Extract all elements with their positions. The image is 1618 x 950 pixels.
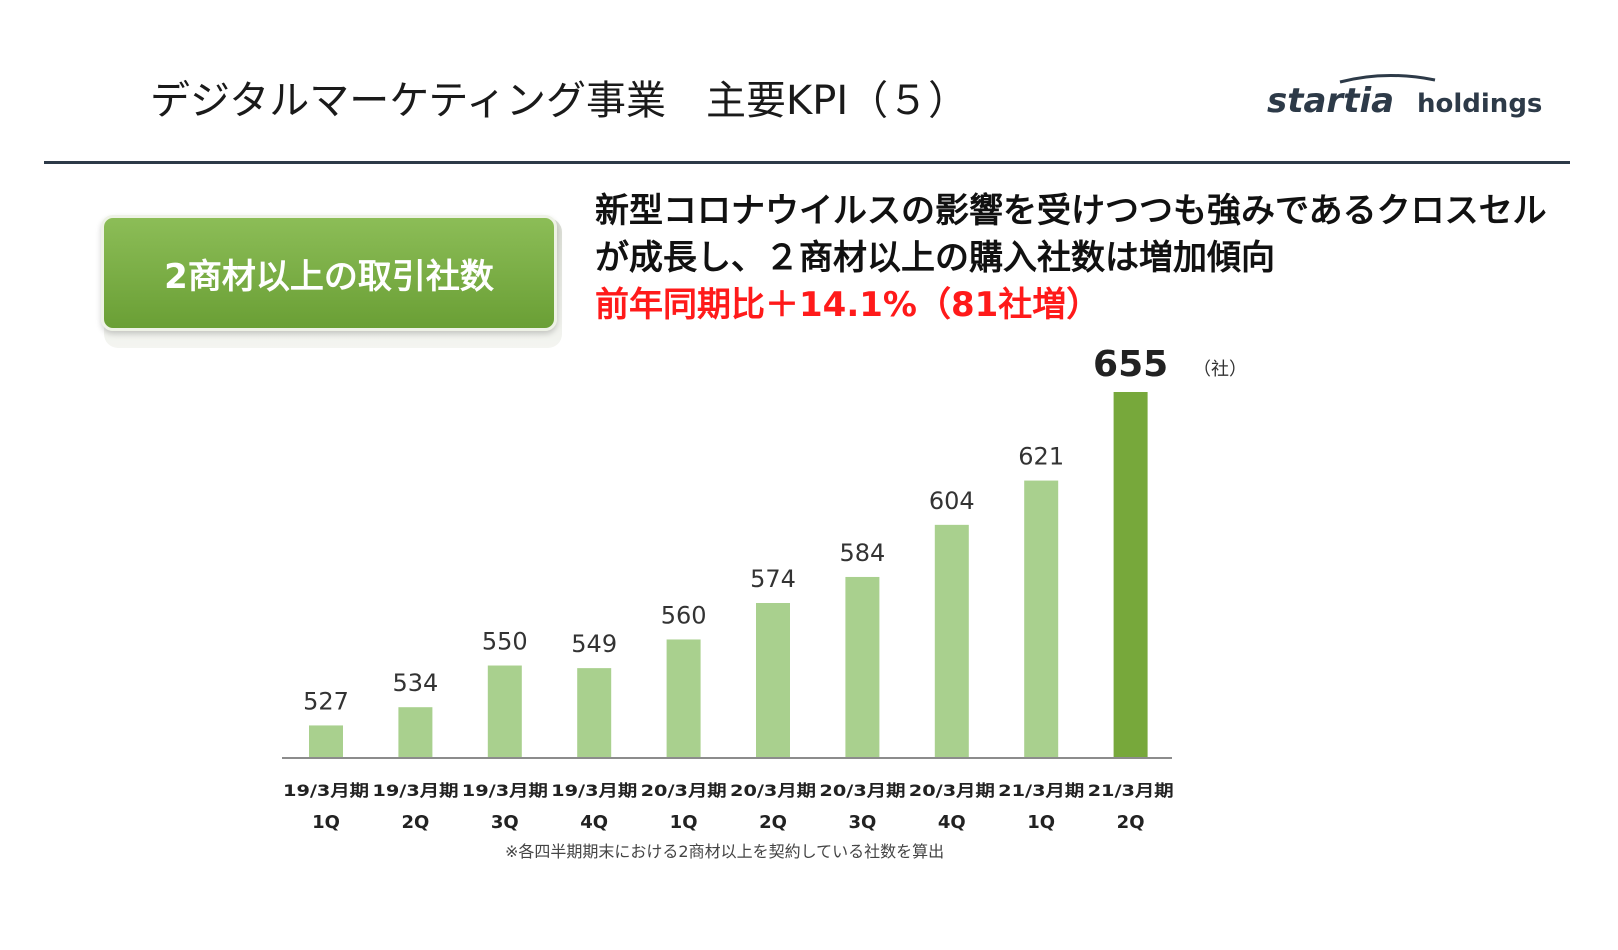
- data-label-7: 584: [839, 539, 885, 567]
- unit-label: （社）: [1193, 359, 1247, 380]
- x-tick-label-8-quarter: 4Q: [938, 812, 966, 833]
- x-tick-label-2-quarter: 2Q: [401, 812, 429, 833]
- data-label-1: 527: [303, 687, 349, 715]
- x-tick-label-1-period: 19/3月期: [283, 781, 369, 800]
- bar-1: [309, 725, 343, 758]
- x-tick-label-9-quarter: 1Q: [1027, 812, 1055, 833]
- x-tick-label-6-quarter: 2Q: [759, 812, 787, 833]
- x-tick-label-7-period: 20/3月期: [819, 781, 905, 800]
- data-label-6: 574: [750, 565, 796, 593]
- data-label-4: 549: [571, 630, 617, 658]
- bar-9: [1024, 480, 1059, 758]
- x-tick-label-6-period: 20/3月期: [730, 781, 816, 800]
- company-logo: startia holdings: [1267, 74, 1542, 121]
- data-label-10: 655: [1093, 344, 1168, 385]
- logo-main-text: startia: [1267, 81, 1394, 121]
- bar-8: [934, 524, 969, 758]
- page-title: デジタルマーケティング事業 主要KPI（５）: [150, 78, 969, 124]
- data-label-3: 550: [482, 628, 528, 656]
- bar-2: [398, 707, 433, 758]
- x-tick-label-8-period: 20/3月期: [909, 781, 995, 800]
- x-tick-label-1-quarter: 1Q: [312, 812, 340, 833]
- kpi-badge-label: 2商材以上の取引社数: [164, 256, 494, 297]
- bar-3: [487, 665, 522, 758]
- kpi-badge: 2商材以上の取引社数: [101, 215, 557, 331]
- headline: 新型コロナウイルスの影響を受けつつも強みであるクロスセル が成長し、２商材以上の…: [595, 188, 1555, 329]
- x-tick-label-9-period: 21/3月期: [998, 781, 1084, 800]
- x-tick-label-4-quarter: 4Q: [580, 812, 608, 833]
- bar-6: [756, 603, 790, 758]
- data-label-9: 621: [1018, 443, 1064, 471]
- data-label-2: 534: [392, 669, 438, 697]
- headline-growth: 前年同期比＋14.1%（81社増）: [595, 285, 1101, 325]
- header-divider: [44, 161, 1570, 164]
- footnote: ※各四半期期末における2商材以上を契約している社数を算出: [505, 842, 945, 861]
- data-label-8: 604: [929, 487, 975, 515]
- x-tick-label-5-quarter: 1Q: [670, 812, 698, 833]
- x-tick-label-3-quarter: 3Q: [491, 812, 519, 833]
- logo-swoosh: [1339, 74, 1436, 84]
- x-tick-label-3-period: 19/3月期: [462, 781, 548, 800]
- headline-line-1: 新型コロナウイルスの影響を受けつつも強みであるクロスセル: [595, 191, 1547, 231]
- x-tick-label-4-period: 19/3月期: [551, 781, 637, 800]
- bar-4: [577, 668, 612, 758]
- logo-sub-text: holdings: [1417, 89, 1542, 119]
- x-tick-label-5-period: 20/3月期: [641, 781, 727, 800]
- bar-10: [1113, 392, 1148, 758]
- bar-7: [845, 576, 880, 758]
- x-tick-label-7-quarter: 3Q: [848, 812, 876, 833]
- headline-line-2: が成長し、２商材以上の購入社数は増加傾向: [595, 238, 1275, 278]
- x-tick-label-10-period: 21/3月期: [1088, 781, 1174, 800]
- bar-5: [666, 639, 701, 758]
- x-tick-label-2-period: 19/3月期: [372, 781, 458, 800]
- x-tick-label-10-quarter: 2Q: [1117, 812, 1145, 833]
- data-label-5: 560: [661, 601, 707, 629]
